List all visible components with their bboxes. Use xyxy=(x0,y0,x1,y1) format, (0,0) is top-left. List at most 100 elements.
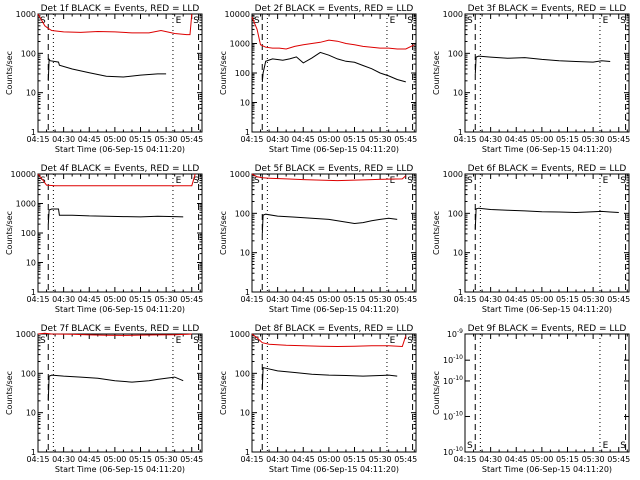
x-tick-label: 04:45 xyxy=(505,295,528,304)
panel-title: Det 9f BLACK = Events, RED = LLD xyxy=(468,324,627,334)
x-tick-label: 05:45 xyxy=(180,295,203,304)
y-axis-label: Counts/sec xyxy=(432,371,441,415)
x-tick-label: 05:30 xyxy=(582,135,605,144)
x-axis-label: Start Time (06-Sep-15 04:11:20) xyxy=(55,305,185,314)
flag-label: E xyxy=(390,176,396,186)
series-lld-line xyxy=(37,173,196,187)
panel-det-4: Det 4f BLACK = Events, RED = LLD 1 10 100 10… xyxy=(5,164,203,314)
x-tick-label: 04:45 xyxy=(505,135,528,144)
y-tick-label: 1 xyxy=(31,448,36,457)
y-tick-label: 100 xyxy=(235,209,250,218)
y-tick-label: 100 xyxy=(21,49,36,58)
flag-label: S xyxy=(467,176,473,186)
plot-frame xyxy=(251,173,417,293)
flag-label: S xyxy=(620,16,626,26)
y-axis-label: Counts/sec xyxy=(219,51,228,95)
panel-det-8: Det 8f BLACK = Events, RED = LLD 1 10 100 10… xyxy=(219,324,417,474)
x-tick-label: 05:45 xyxy=(394,135,417,144)
x-axis-label: Start Time (06-Sep-15 04:11:20) xyxy=(482,145,612,154)
x-axis-label: Start Time (06-Sep-15 04:11:20) xyxy=(482,305,612,314)
y-tick-label: 10000 xyxy=(11,170,36,179)
flag-label: S xyxy=(254,176,260,186)
series-events-line xyxy=(47,57,167,81)
x-tick-label: 05:15 xyxy=(343,295,366,304)
panel-det-7: Det 7f BLACK = Events, RED = LLD 1 10 100 10… xyxy=(5,324,203,474)
flag-label: E xyxy=(603,176,609,186)
series-events-line xyxy=(261,366,398,390)
x-tick-label: 05:30 xyxy=(582,295,605,304)
x-tick-label: 05:45 xyxy=(394,455,417,464)
y-tick-label: 10000 xyxy=(225,10,250,19)
x-tick-label: 04:30 xyxy=(479,295,502,304)
y-tick-label: 1000 xyxy=(230,170,250,179)
x-tick-label: 04:45 xyxy=(292,295,315,304)
panel-det-6: Det 6f BLACK = Events, RED = LLD 1 10 100 10… xyxy=(432,164,630,314)
x-tick-label: 04:30 xyxy=(52,295,75,304)
x-tick-label: 05:00 xyxy=(103,455,126,464)
x-tick-label: 05:45 xyxy=(607,295,630,304)
flag-label: S xyxy=(620,176,626,186)
y-tick-label: 1000 xyxy=(443,170,463,179)
x-tick-label: 05:45 xyxy=(180,135,203,144)
x-tick-label: 05:45 xyxy=(394,295,417,304)
series-events-line xyxy=(261,213,398,234)
y-tick-label: 10 xyxy=(240,249,250,258)
plot-frame xyxy=(251,333,417,453)
y-tick-label: 100 xyxy=(235,69,250,78)
x-tick-label: 05:30 xyxy=(369,455,392,464)
x-axis-label: Start Time (06-Sep-15 04:11:20) xyxy=(269,145,399,154)
x-tick-label: 05:00 xyxy=(530,455,553,464)
flag-label: S xyxy=(254,336,260,346)
y-tick-label: 1000 xyxy=(443,10,463,19)
y-tick-label: 10-10 xyxy=(443,354,463,365)
panel-title: Det 1f BLACK = Events, RED = LLD xyxy=(41,4,200,14)
x-tick-label: 05:30 xyxy=(155,135,178,144)
y-tick-label: 1 xyxy=(245,288,250,297)
panel-title: Det 6f BLACK = Events, RED = LLD xyxy=(468,164,627,174)
flag-label: S xyxy=(407,16,413,26)
y-axis-label: Counts/sec xyxy=(219,371,228,415)
x-tick-label: 04:30 xyxy=(52,135,75,144)
y-tick-label: 1 xyxy=(31,288,36,297)
series-events-line xyxy=(474,55,611,74)
x-tick-label: 04:15 xyxy=(453,295,476,304)
plot-frame xyxy=(251,13,417,133)
x-tick-label: 05:15 xyxy=(556,295,579,304)
x-tick-label: 04:30 xyxy=(266,135,289,144)
x-tick-label: 05:00 xyxy=(317,295,340,304)
series-events-line xyxy=(47,374,184,401)
series-events-line xyxy=(261,51,406,83)
y-tick-label: 10-10 xyxy=(443,375,463,386)
x-tick-label: 04:15 xyxy=(453,135,476,144)
y-tick-label: 10-9 xyxy=(447,328,463,339)
y-axis-label: Counts/sec xyxy=(5,371,14,415)
y-tick-label: 1 xyxy=(245,128,250,137)
x-tick-label: 05:45 xyxy=(607,135,630,144)
plot-frame xyxy=(37,173,203,293)
y-tick-label: 100 xyxy=(21,229,36,238)
x-tick-label: 04:45 xyxy=(78,455,101,464)
flag-label: S xyxy=(407,176,413,186)
x-tick-label: 05:45 xyxy=(607,455,630,464)
plot-frame xyxy=(37,13,203,133)
panel-title: Det 5f BLACK = Events, RED = LLD xyxy=(255,164,414,174)
x-tick-label: 04:30 xyxy=(266,455,289,464)
x-tick-label: 05:00 xyxy=(530,295,553,304)
plot-frame xyxy=(37,333,203,453)
x-tick-label: 05:30 xyxy=(155,455,178,464)
x-tick-label: 05:00 xyxy=(317,455,340,464)
x-tick-label: 04:15 xyxy=(240,135,263,144)
y-tick-label: 10 xyxy=(240,99,250,108)
x-tick-label: 04:15 xyxy=(240,295,263,304)
flag-label: E xyxy=(176,336,182,346)
flag-label: S xyxy=(40,16,46,26)
y-tick-label: 10 xyxy=(26,259,36,268)
x-tick-label: 05:15 xyxy=(129,455,152,464)
y-axis-label: Counts/sec xyxy=(5,211,14,255)
x-tick-label: 05:00 xyxy=(103,135,126,144)
y-axis-label: Counts/sec xyxy=(432,211,441,255)
x-axis-label: Start Time (06-Sep-15 04:11:20) xyxy=(269,465,399,474)
y-tick-label: 10 xyxy=(453,89,463,98)
y-axis-label: Counts/sec xyxy=(219,211,228,255)
x-tick-label: 04:45 xyxy=(78,295,101,304)
